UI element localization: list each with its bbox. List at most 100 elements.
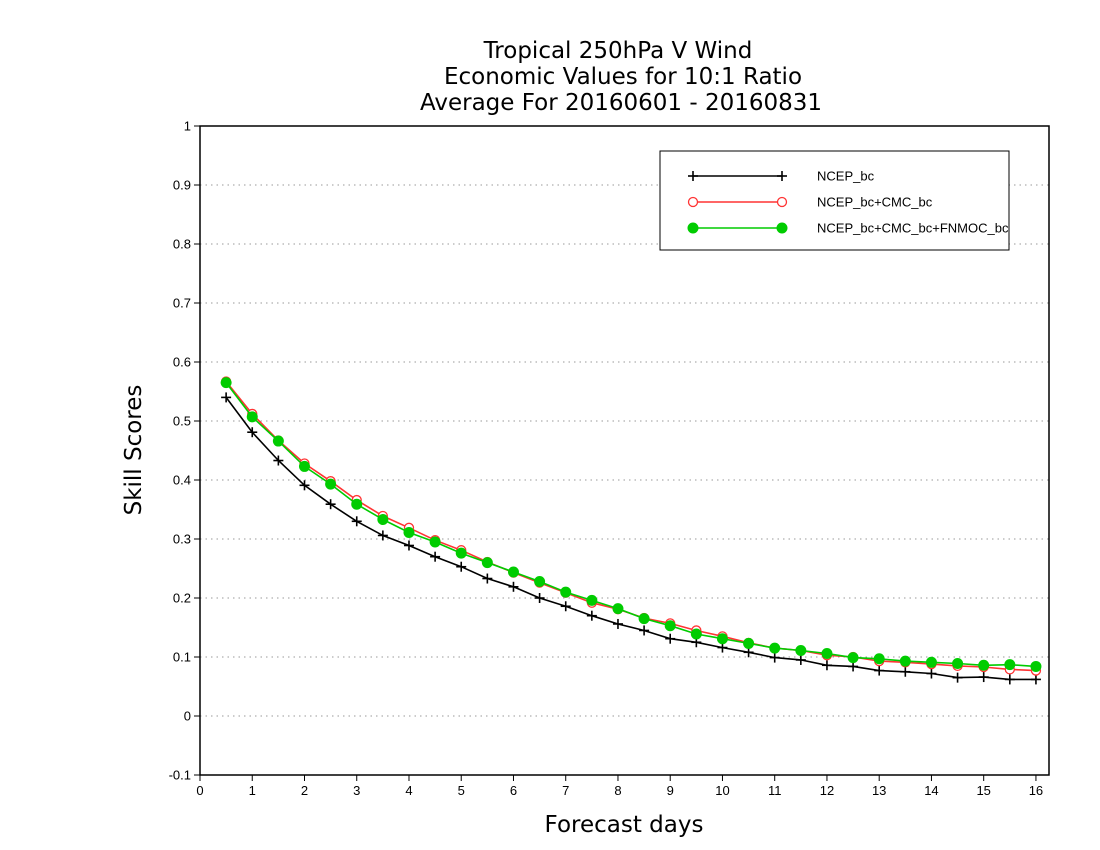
axis-ticks xyxy=(194,125,1037,781)
x-tick-label: 9 xyxy=(667,783,674,798)
y-tick-label: -0.1 xyxy=(169,768,191,783)
data-point xyxy=(716,633,728,645)
data-point xyxy=(690,628,702,640)
x-tick-label: 1 xyxy=(249,783,256,798)
y-tick-label: 0.1 xyxy=(173,650,191,665)
x-tick-label: 7 xyxy=(562,783,569,798)
data-point xyxy=(429,536,441,548)
data-point xyxy=(507,566,519,578)
data-point xyxy=(273,455,284,466)
legend-label: NCEP_bc xyxy=(817,169,875,184)
legend-item: NCEP_bc+CMC_bc xyxy=(687,195,933,210)
data-point xyxy=(612,618,623,629)
x-tick-label: 8 xyxy=(614,783,621,798)
data-point xyxy=(351,516,362,527)
y-tick-label: 0.3 xyxy=(173,532,191,547)
data-point xyxy=(272,435,284,447)
y-tick-label: 0.9 xyxy=(173,178,191,193)
y-tick-label: 0.5 xyxy=(173,414,191,429)
data-point xyxy=(952,657,964,669)
x-tick-label: 10 xyxy=(715,783,729,798)
legend-marker xyxy=(777,171,787,181)
data-point xyxy=(560,601,571,612)
legend-item: NCEP_bc xyxy=(688,169,875,184)
data-point xyxy=(377,514,389,526)
legend-marker xyxy=(687,222,699,234)
data-point xyxy=(925,656,937,668)
y-tick-label: 0.7 xyxy=(173,296,191,311)
data-point xyxy=(586,610,597,621)
legend-marker xyxy=(776,196,788,208)
title-line-1: Tropical 250hPa V Wind xyxy=(483,38,753,64)
data-point xyxy=(873,653,885,665)
data-point xyxy=(821,660,832,671)
x-tick-label: 16 xyxy=(1029,783,1043,798)
y-tick-label: 1 xyxy=(184,119,191,134)
data-point xyxy=(638,613,650,625)
chart-title: Tropical 250hPa V Wind Economic Values f… xyxy=(420,38,822,116)
x-axis-label: Forecast days xyxy=(545,812,704,838)
data-point xyxy=(900,666,911,677)
series-line xyxy=(225,396,1036,681)
legend-marker xyxy=(688,171,698,181)
data-point xyxy=(769,652,780,663)
data-point xyxy=(586,594,598,606)
data-point xyxy=(403,540,414,551)
data-point xyxy=(743,647,754,658)
series-line xyxy=(225,382,1036,668)
x-tick-label: 15 xyxy=(976,783,990,798)
data-point xyxy=(351,498,363,510)
legend-label: NCEP_bc+CMC_bc xyxy=(817,195,933,210)
grid xyxy=(200,184,1049,717)
x-tick-label: 2 xyxy=(301,783,308,798)
data-point xyxy=(325,478,337,490)
y-tick-label: 0.8 xyxy=(173,237,191,252)
data-point xyxy=(1004,659,1016,671)
data-point xyxy=(456,561,467,572)
data-point xyxy=(1030,660,1042,672)
legend-label: NCEP_bc+CMC_bc+FNMOC_bc xyxy=(817,221,1009,236)
series-2 xyxy=(220,376,1042,676)
data-point xyxy=(978,659,990,671)
legend-item: NCEP_bc+CMC_bc+FNMOC_bc xyxy=(687,221,1009,236)
data-point xyxy=(639,625,650,636)
data-point xyxy=(298,460,310,472)
data-point xyxy=(246,411,258,423)
y-tick-label: 0.6 xyxy=(173,355,191,370)
x-tick-label: 11 xyxy=(768,783,782,798)
series-group xyxy=(220,376,1042,685)
data-point xyxy=(926,668,937,679)
title-line-2: Economic Values for 10:1 Ratio xyxy=(444,64,802,90)
y-axis-tick-labels: -0.1 0 0.1 0.2 0.3 0.4 0.5 0.6 0.7 0.8 0.9 1 xyxy=(169,119,191,783)
y-tick-label: 0.2 xyxy=(173,591,191,606)
y-tick-label: 0 xyxy=(184,709,191,724)
data-point xyxy=(430,551,441,562)
x-tick-label: 5 xyxy=(458,783,465,798)
data-point xyxy=(665,633,676,644)
legend-box xyxy=(659,150,1010,251)
data-point xyxy=(221,392,232,403)
data-point xyxy=(1030,674,1041,685)
legend: NCEP_bc NCEP_bc+CMC_bc NCEP_bc+CMC_bc+FNMO… xyxy=(659,150,1010,251)
data-point xyxy=(534,593,545,603)
series-3 xyxy=(220,377,1042,672)
data-point xyxy=(534,575,546,587)
x-tick-label: 12 xyxy=(820,783,834,798)
x-tick-label: 13 xyxy=(872,783,886,798)
x-tick-label: 6 xyxy=(510,783,517,798)
data-point xyxy=(978,672,989,683)
data-point xyxy=(743,637,755,649)
plot-area xyxy=(199,125,1050,776)
x-tick-label: 0 xyxy=(196,783,203,798)
data-point xyxy=(874,665,885,676)
series-1 xyxy=(221,392,1041,685)
data-point xyxy=(664,620,676,632)
y-axis-label: Skill Scores xyxy=(121,385,147,516)
data-point xyxy=(795,654,806,665)
data-point xyxy=(795,645,807,657)
legend-marker xyxy=(776,222,788,234)
data-point xyxy=(769,642,781,654)
data-point xyxy=(481,557,493,569)
title-line-3: Average For 20160601 - 20160831 xyxy=(420,90,822,116)
